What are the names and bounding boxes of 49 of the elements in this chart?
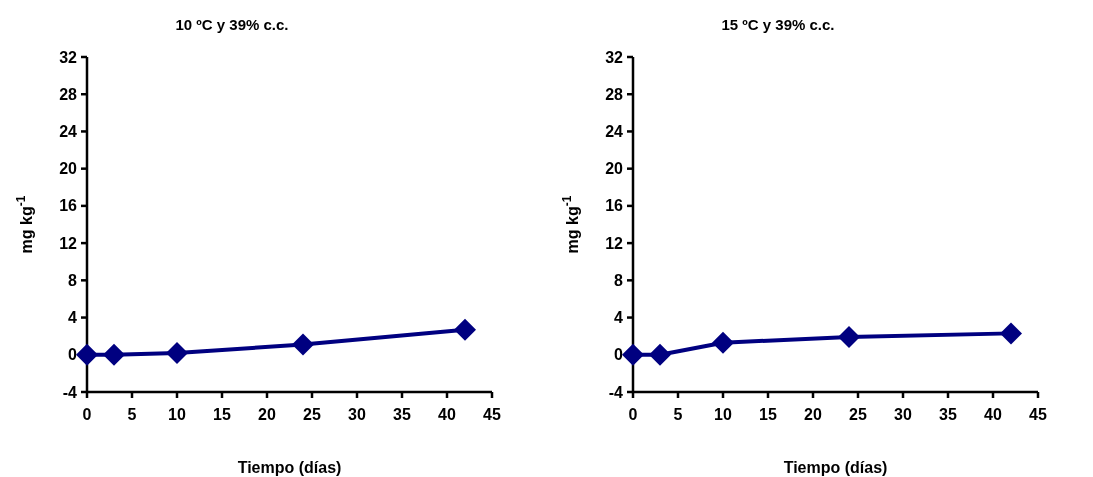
x-tick-label: 30	[894, 406, 912, 423]
y-tick-label: -4	[62, 383, 78, 401]
x-axis-title: Tiempo (días)	[237, 459, 342, 476]
y-tick-label: 12	[59, 234, 78, 252]
x-tick-label: 45	[483, 406, 501, 423]
y-tick-label: 28	[59, 85, 78, 103]
x-tick-label: 40	[438, 406, 456, 423]
point	[103, 343, 125, 366]
y-tick-label: 0	[68, 346, 78, 364]
x-tick-label: 25	[849, 406, 867, 423]
y-tick-label: 16	[605, 197, 624, 215]
point	[292, 333, 314, 356]
y-tick-label: 20	[59, 160, 78, 178]
y-tick-label: 4	[614, 309, 624, 327]
point	[454, 318, 476, 341]
x-tick-label: 30	[348, 406, 366, 423]
x-tick-label: 5	[673, 406, 683, 423]
y-tick-label: 24	[59, 123, 78, 141]
x-tick-label: 35	[393, 406, 411, 423]
chart-title: 10 ºC y 39% c.c.	[175, 16, 289, 33]
x-tick-label: 10	[168, 406, 186, 423]
point	[76, 343, 98, 366]
y-tick-label: 16	[59, 197, 78, 215]
chart-title: 15 ºC y 39% c.c.	[721, 16, 835, 33]
point	[166, 341, 188, 364]
y-tick-label: 32	[605, 48, 624, 66]
y-tick-label: 32	[59, 48, 78, 66]
x-tick-label: 0	[82, 406, 92, 423]
y-tick-label: 28	[605, 85, 624, 103]
y-tick-label: -4	[608, 383, 624, 401]
y-tick-label: 4	[68, 309, 78, 327]
x-tick-label: 5	[127, 406, 137, 423]
y-tick-label: 8	[614, 271, 624, 289]
y-tick-label: 8	[68, 271, 78, 289]
x-tick-label: 45	[1029, 406, 1047, 423]
x-tick-label: 0	[628, 406, 638, 423]
x-tick-label: 35	[939, 406, 957, 423]
x-tick-label: 15	[759, 406, 777, 423]
y-tick-label: 0	[614, 346, 624, 364]
x-axis-title: Tiempo (días)	[783, 459, 888, 476]
x-tick-label: 10	[714, 406, 732, 423]
x-tick-label: 15	[213, 406, 231, 423]
x-tick-label: 40	[984, 406, 1002, 423]
y-tick-label: 20	[605, 160, 624, 178]
x-tick-label: 20	[804, 406, 822, 423]
x-tick-label: 20	[258, 406, 276, 423]
y-tick-label: 12	[605, 234, 624, 252]
y-tick-label: 24	[605, 123, 624, 141]
x-tick-label: 25	[303, 406, 321, 423]
